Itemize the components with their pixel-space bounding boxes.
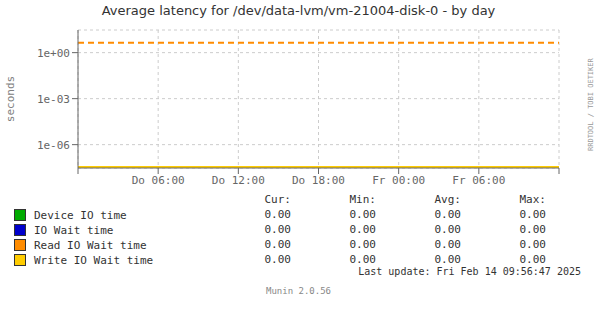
html-text:Read IO Wait time: Read IO Wait time xyxy=(34,238,147,252)
html-text:0.00: 0.00 xyxy=(519,238,546,251)
svg-text:Fr 00:00: Fr 00:00 xyxy=(372,174,425,187)
html-text:Avg:: Avg: xyxy=(434,193,461,206)
html-text:RRDTOOL / TOBI OETIKER: RRDTOOL / TOBI OETIKER xyxy=(587,58,595,152)
html-text:Cur:: Cur: xyxy=(264,193,291,206)
html-text:Device IO time: Device IO time xyxy=(34,208,127,222)
svg-text:Do 12:00: Do 12:00 xyxy=(212,174,265,187)
html-text:0.00: 0.00 xyxy=(434,223,461,236)
html-text:0.00: 0.00 xyxy=(349,253,376,266)
svg-text:seconds: seconds xyxy=(8,76,17,122)
svg-text:1e-06: 1e-06 xyxy=(37,139,70,152)
html-text:Max:: Max: xyxy=(519,193,546,206)
svg-text:1e-03: 1e-03 xyxy=(37,93,70,106)
html-text:0.00: 0.00 xyxy=(264,223,291,236)
svg-text:Fr 06:00: Fr 06:00 xyxy=(452,174,505,187)
html-text:0.00: 0.00 xyxy=(349,208,376,221)
html-text:0.00: 0.00 xyxy=(434,253,461,266)
html-text:0.00: 0.00 xyxy=(349,223,376,236)
html-text:Min:: Min: xyxy=(349,193,376,206)
html-text:IO Wait time: IO Wait time xyxy=(34,223,114,237)
html-text:0.00: 0.00 xyxy=(349,238,376,251)
html-text:Munin 2.0.56: Munin 2.0.56 xyxy=(266,286,331,296)
html-text:0.00: 0.00 xyxy=(264,208,291,221)
html-text:Write IO Wait time: Write IO Wait time xyxy=(34,253,154,267)
html-text:0.00: 0.00 xyxy=(264,253,291,266)
html-text:0.00: 0.00 xyxy=(519,253,546,266)
html-text:Last update: Fri Feb 14 09:56:: Last update: Fri Feb 14 09:56:47 2025 xyxy=(358,266,581,277)
html-text:0.00: 0.00 xyxy=(434,208,461,221)
html-text:Average latency for /dev/data-: Average latency for /dev/data-lvm/vm-210… xyxy=(101,3,496,18)
html-text:0.00: 0.00 xyxy=(434,238,461,251)
html-text:0.00: 0.00 xyxy=(519,223,546,236)
html-text:0.00: 0.00 xyxy=(519,208,546,221)
svg-text:Do 06:00: Do 06:00 xyxy=(132,174,185,187)
html-text:0.00: 0.00 xyxy=(264,238,291,251)
svg-text:Do 18:00: Do 18:00 xyxy=(292,174,345,187)
svg-text:1e+00: 1e+00 xyxy=(37,47,70,60)
